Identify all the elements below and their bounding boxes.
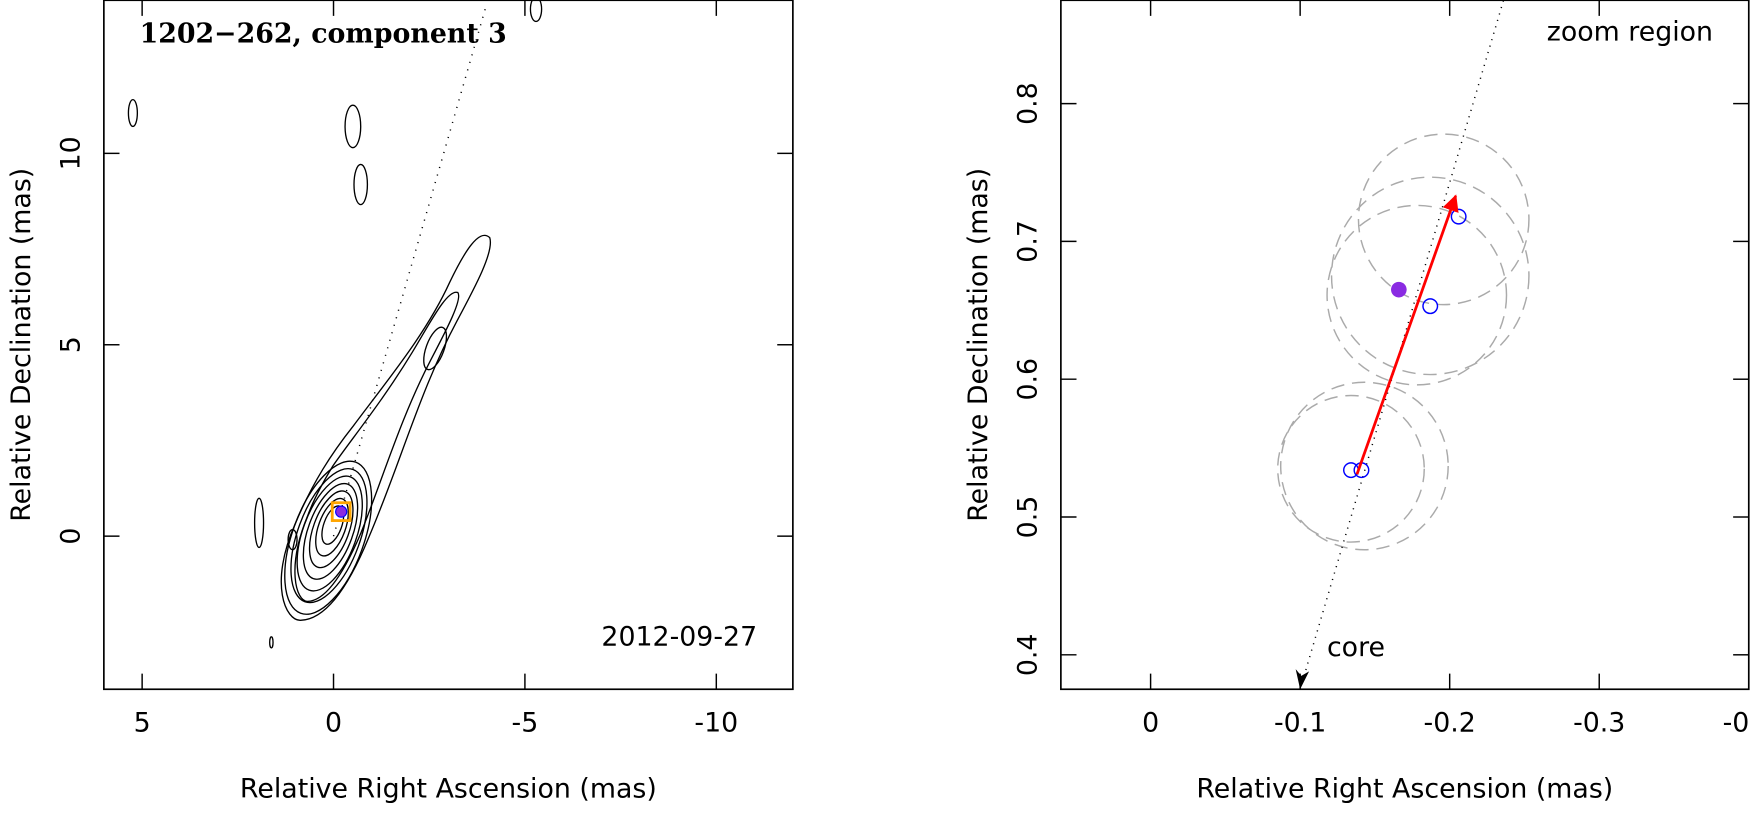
- contour-islands: [127, 0, 543, 649]
- y-axis-label: Relative Declination (mas): [6, 168, 37, 522]
- plot-frame: [103, 0, 794, 691]
- date-label: 2012-09-27: [601, 622, 757, 653]
- x-axis-label: Relative Right Ascension (mas): [1196, 774, 1613, 805]
- y-tick-label: 0.5: [1012, 496, 1043, 539]
- zoom-label: zoom region: [1547, 16, 1713, 47]
- error-circle: [1326, 204, 1508, 386]
- plot-frame: [1060, 0, 1750, 691]
- x-axis-label: Relative Right Ascension (mas): [240, 774, 657, 805]
- component-box: [330, 501, 352, 522]
- x-tick-label: -0.1: [1274, 708, 1326, 739]
- error-circle: [1357, 133, 1530, 306]
- y-tick-label: 10: [55, 136, 86, 170]
- core-arrowhead: [1295, 669, 1310, 690]
- core-label: core: [1327, 632, 1385, 663]
- component-marker: [1450, 208, 1467, 225]
- y-tick-label: 0.7: [1012, 220, 1043, 263]
- error-circle: [1279, 381, 1449, 551]
- y-axis-label: Relative Declination (mas): [963, 168, 994, 522]
- x-tick-label: 0: [1142, 708, 1159, 739]
- y-tick-label: 0.8: [1012, 82, 1043, 125]
- y-tick-label: 5: [55, 336, 86, 353]
- error-circle: [1276, 394, 1425, 543]
- component-marker: [335, 505, 348, 518]
- y-tick-label: 0: [55, 528, 86, 545]
- x-tick-label: -5: [512, 708, 539, 739]
- motion-arrow: [1355, 194, 1459, 475]
- x-tick-label: -0.4: [1723, 708, 1751, 739]
- x-tick-label: -0.2: [1424, 708, 1476, 739]
- x-tick-label: -0.3: [1573, 708, 1625, 739]
- x-tick-label: -10: [694, 708, 738, 739]
- y-tick-label: 0.6: [1012, 358, 1043, 401]
- component-marker: [1422, 298, 1439, 315]
- x-tick-label: 5: [134, 708, 151, 739]
- panel-title: 1202−262, component 3: [140, 19, 507, 50]
- ridge-line: [332, 3, 488, 537]
- x-tick-label: 0: [325, 708, 342, 739]
- mean-position: [1391, 281, 1407, 298]
- y-tick-label: 0.4: [1012, 633, 1043, 676]
- error-circle: [1330, 176, 1530, 376]
- contours: [280, 234, 492, 621]
